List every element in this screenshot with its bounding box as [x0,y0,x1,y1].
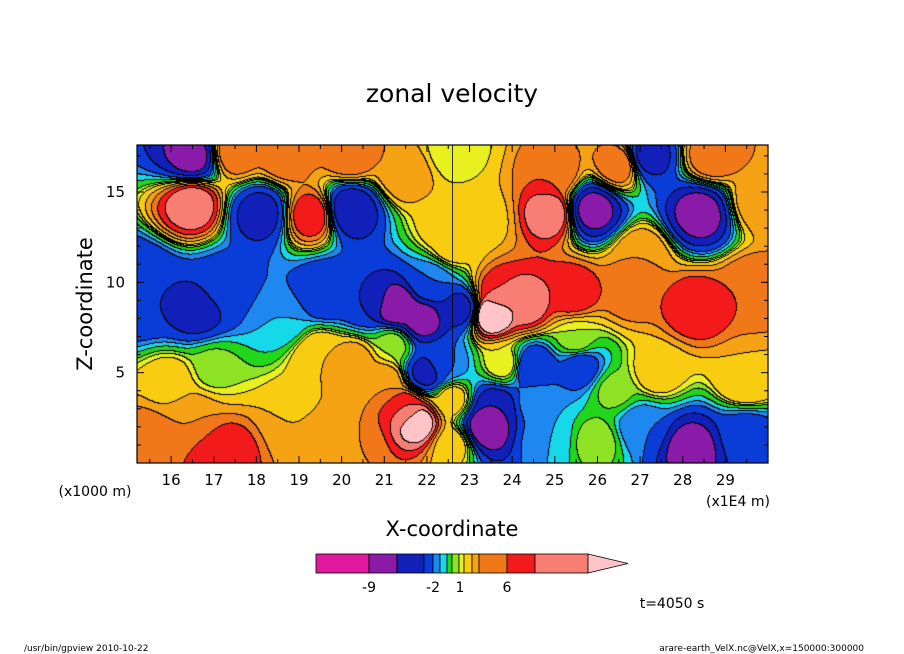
y-tick-label: 10 [106,273,125,291]
plot-area [136,144,769,464]
x-tick-label: 22 [417,471,436,489]
colorbar-segment [506,553,536,574]
colorbar-tick-label: 1 [456,580,465,596]
x-axis-ticks: 16 17 18 19 20 21 22 23 24 25 26 27 28 29 [149,145,748,489]
colorbar-tick-label: 6 [503,580,512,596]
x-tick-label: 21 [375,471,394,489]
colorbar-segment [368,553,398,574]
colorbar-segment [458,553,465,574]
x-tick-label: 19 [289,471,308,489]
colorbar-tick-label: -2 [426,580,440,596]
colorbar-tick-labels: -9 -2 1 6 [362,580,512,596]
x-tick-label: 27 [631,471,650,489]
colorbar-segment [432,553,441,574]
footer-program-date: /usr/bin/gpview 2010-10-22 [24,644,148,654]
colorbar-segment [478,553,508,574]
x-tick-label: 16 [162,471,181,489]
time-label: t=4050 s [640,596,705,612]
x-tick-label: 18 [247,471,266,489]
x-tick-label: 24 [503,471,522,489]
x-unit-left: (x1000 m) [59,484,132,500]
y-axis-label: Z-coordinate [73,237,97,371]
colorbar-segment [471,553,480,574]
colorbar-segment [451,553,460,574]
x-tick-label: 25 [545,471,564,489]
colorbar-segment [315,553,370,574]
footer-file-info: arare-earth_VelX.nc@VelX,x=150000:300000 [659,644,864,654]
colorbar-segment [439,553,448,574]
x-tick-label: 20 [332,471,351,489]
x-tick-label: 26 [588,471,607,489]
colorbar [315,553,629,574]
colorbar-segment [423,553,434,574]
x-tick-label: 28 [673,471,692,489]
y-axis-ticks: 5 10 15 [106,155,768,446]
plot-frame [136,144,769,464]
y-tick-label: 15 [106,183,125,201]
x-tick-label: 23 [460,471,479,489]
x-unit-right: (x1E4 m) [706,494,770,510]
x-tick-label: 17 [204,471,223,489]
colorbar-extend-arrow [587,553,629,574]
colorbar-segment [446,553,453,574]
colorbar-segment [463,553,473,574]
colorbar-segment [396,553,425,574]
colorbar-tick-label: -9 [362,580,376,596]
x-tick-label: 29 [716,471,735,489]
x-axis-label: X-coordinate [386,517,519,541]
colorbar-segment [534,553,589,574]
y-tick-label: 5 [115,364,125,382]
chart-title: zonal velocity [366,79,538,108]
